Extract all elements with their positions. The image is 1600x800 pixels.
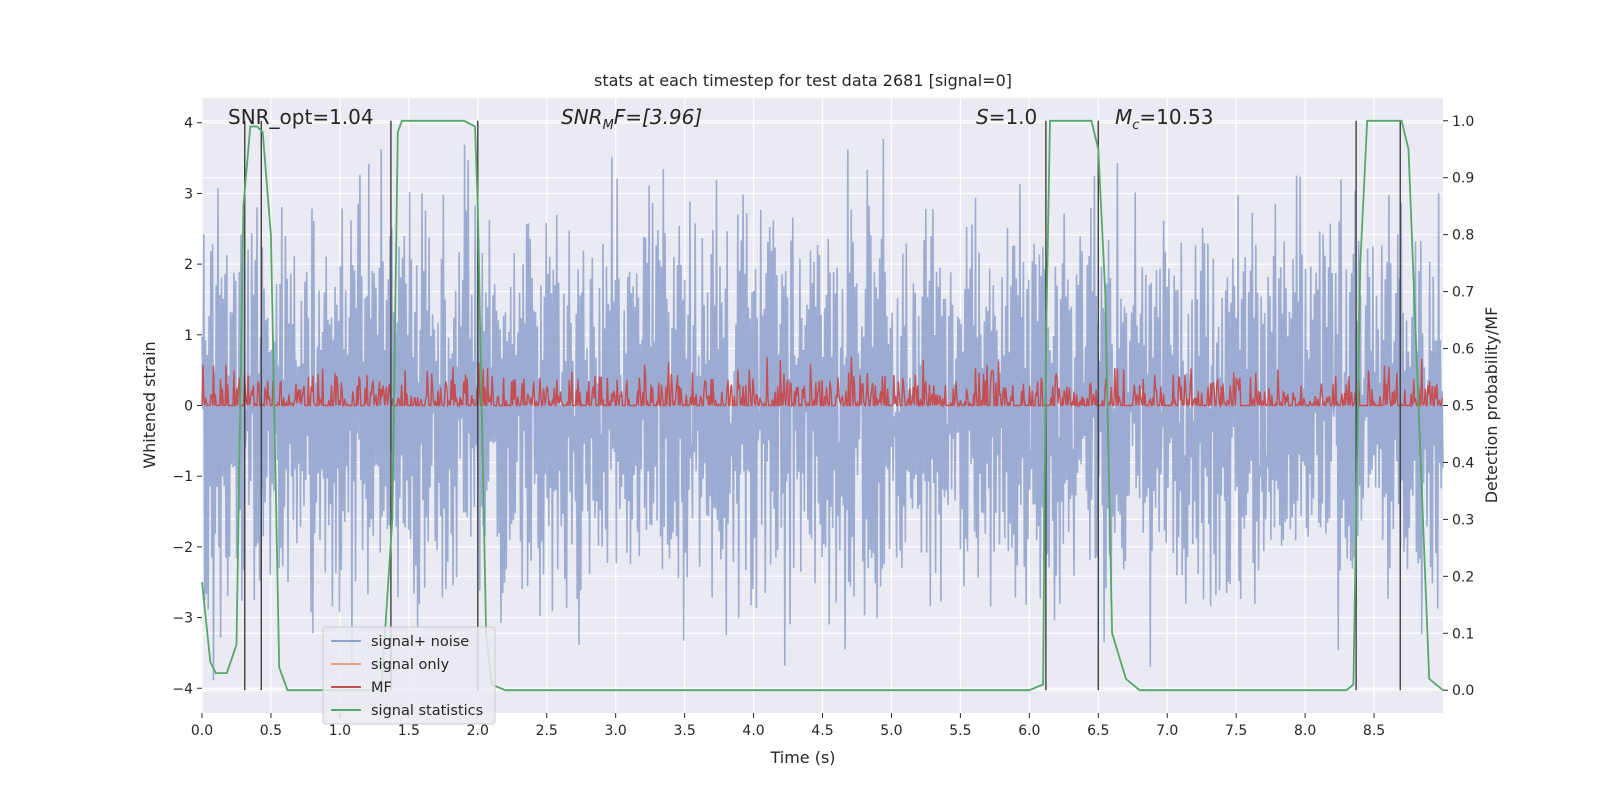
x-tick-label: 7.0	[1156, 723, 1178, 739]
x-tick-label: 0.0	[191, 723, 213, 739]
x-tick-label: 4.0	[742, 723, 764, 739]
axis-ticks: 0.0 0.5 1.0 1.5 2.0 2.5 3.0 3.5 4.0 4.5 5.0 5.5 6.0 6…	[172, 114, 1474, 739]
y-tick-label-left: 3	[184, 186, 193, 202]
y-tick-label-right: 0.0	[1452, 683, 1474, 699]
annotation-s-value: =1.0	[989, 105, 1038, 129]
annotation-snr-mf: SNRMF=[3.96]	[561, 105, 702, 133]
legend-label-signal-statistics: signal statistics	[371, 703, 483, 719]
y-tick-label-right: 0.4	[1452, 455, 1474, 471]
x-tick-label: 5.5	[949, 723, 971, 739]
mf-line	[201, 356, 1444, 409]
annotation-snr-mf-sub: M	[603, 118, 614, 133]
x-tick-label: 5.0	[880, 723, 902, 739]
legend-label-signal-only: signal only	[371, 657, 450, 673]
y-tick-label-right: 1.0	[1452, 114, 1474, 130]
y-tick-label-left: 1	[184, 328, 193, 344]
y-tick-label-left: 2	[184, 257, 193, 273]
annotation-snr-mf-rest: F=[3.96]	[614, 105, 702, 129]
y-axis-label-left: Whitened strain	[140, 341, 159, 468]
y-tick-label-left: −2	[172, 540, 193, 556]
legend-label-mf: MF	[371, 680, 392, 696]
legend: signal+ noise signal only MF signal stat…	[322, 626, 496, 725]
y-tick-label-right: 0.2	[1452, 569, 1474, 585]
series-signal-noise	[201, 138, 1444, 681]
annotation-snr-mf-main: SNR	[561, 105, 603, 129]
y-tick-label-right: 0.3	[1452, 512, 1474, 528]
legend-label-signal-noise: signal+ noise	[371, 634, 469, 650]
stats-line	[201, 119, 1444, 692]
y-tick-label-right: 0.7	[1452, 285, 1474, 301]
chart-title: stats at each timestep for test data 268…	[594, 71, 1012, 90]
y-tick-label-left: 4	[184, 116, 193, 132]
x-tick-label: 6.0	[1018, 723, 1040, 739]
annotation-mc-sub: c	[1132, 118, 1139, 133]
annotation-s: S=1.0	[976, 105, 1037, 129]
y-tick-label-right: 0.6	[1452, 342, 1474, 358]
x-tick-label: 2.0	[467, 723, 489, 739]
y-tick-label-right: 0.5	[1452, 399, 1474, 415]
y-tick-label-left: −1	[172, 469, 193, 485]
y-tick-label-right: 0.1	[1452, 626, 1474, 642]
annotation-s-symbol: S	[976, 105, 989, 129]
y-axis-label-right: Detection probability/MF	[1482, 307, 1501, 504]
x-tick-label: 4.5	[811, 723, 833, 739]
annotation-mc-symbol: M	[1115, 105, 1132, 129]
annotation-mc: Mc=10.53	[1115, 105, 1213, 133]
x-tick-label: 0.5	[260, 723, 282, 739]
y-tick-label-left: 0	[184, 399, 193, 415]
x-tick-label: 3.0	[605, 723, 627, 739]
y-tick-label-right: 0.9	[1452, 171, 1474, 187]
x-tick-label: 3.5	[673, 723, 695, 739]
annotation-snr-opt: SNR_opt=1.04	[228, 105, 374, 129]
x-tick-label: 8.0	[1294, 723, 1316, 739]
annotation-mc-value: =10.53	[1139, 105, 1213, 129]
y-tick-label-right: 0.8	[1452, 228, 1474, 244]
y-tick-label-left: −4	[172, 681, 193, 697]
legend-box	[322, 626, 496, 725]
x-tick-label: 1.0	[329, 723, 351, 739]
x-axis-label: Time (s)	[769, 748, 835, 767]
series-mf	[201, 356, 1444, 409]
x-tick-label: 2.5	[536, 723, 558, 739]
series-signal-statistics	[201, 119, 1444, 692]
x-tick-label: 1.5	[398, 723, 420, 739]
x-tick-label: 7.5	[1225, 723, 1247, 739]
x-tick-label: 8.5	[1363, 723, 1385, 739]
x-tick-label: 6.5	[1087, 723, 1109, 739]
y-tick-label-left: −3	[172, 611, 193, 627]
noise-line	[201, 138, 1444, 681]
